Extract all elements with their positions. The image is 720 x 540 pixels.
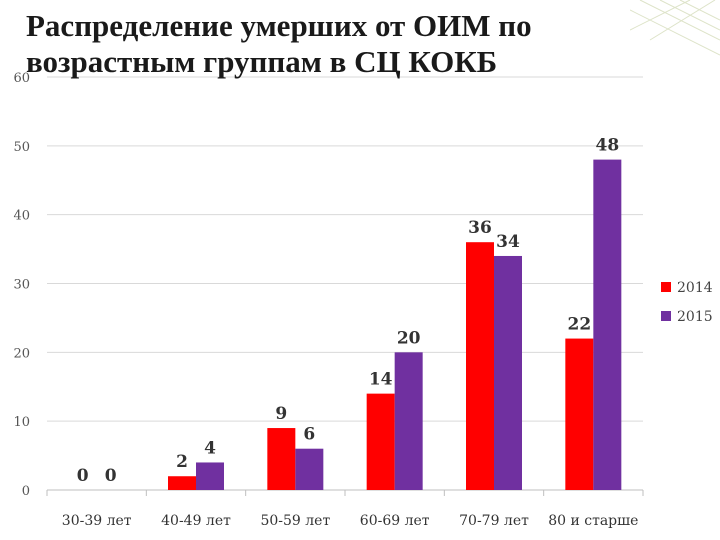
bar-2014 — [565, 338, 594, 490]
y-tick-label: 40 — [13, 209, 30, 224]
bars — [168, 159, 622, 490]
grid-lines — [46, 76, 644, 496]
legend-label: 2015 — [677, 309, 713, 325]
bar-2015 — [494, 255, 522, 490]
data-label: 6 — [303, 425, 315, 445]
legend: 2014 2015 — [661, 280, 713, 325]
category-label: 40-49 лет — [161, 513, 231, 529]
bar-2014 — [168, 476, 196, 490]
bar-2015 — [295, 448, 324, 490]
y-axis-ticks: 0 10 20 30 40 50 60 — [13, 71, 30, 499]
legend-label: 2014 — [677, 280, 713, 296]
category-label: 50-59 лет — [260, 513, 330, 529]
data-label: 36 — [468, 218, 492, 238]
data-label: 34 — [496, 232, 520, 252]
slide-title: Распределение умерших от ОИМ по возрастн… — [26, 8, 532, 79]
bar-2015 — [593, 159, 622, 490]
data-label: 14 — [369, 370, 393, 390]
y-tick-label: 10 — [13, 415, 30, 430]
category-label: 70-79 лет — [459, 513, 529, 529]
category-label: 80 и старше — [548, 513, 638, 529]
bar-2015 — [394, 352, 423, 490]
x-axis-categories: 30-39 лет 40-49 лет 50-59 лет 60-69 лет 70-7… — [62, 513, 639, 529]
bar-2014 — [466, 242, 494, 490]
data-label: 20 — [397, 328, 421, 348]
y-tick-label: 50 — [13, 140, 30, 155]
data-label: 48 — [595, 136, 619, 156]
data-label: 0 — [77, 466, 89, 486]
data-label: 4 — [204, 438, 216, 458]
category-label: 30-39 лет — [62, 513, 132, 529]
y-tick-label: 60 — [13, 71, 30, 86]
y-tick-label: 30 — [13, 278, 30, 293]
data-label: 9 — [275, 404, 287, 424]
y-tick-label: 20 — [13, 346, 30, 361]
legend-swatch-2015 — [661, 311, 671, 321]
bar-2015 — [196, 462, 224, 490]
data-label: 0 — [105, 466, 117, 486]
bar-2014 — [267, 428, 296, 490]
y-tick-label: 0 — [22, 484, 30, 499]
category-label: 60-69 лет — [360, 513, 430, 529]
corner-decoration — [630, 0, 720, 56]
legend-swatch-2014 — [661, 282, 671, 292]
data-label: 22 — [567, 315, 591, 335]
bar-2014 — [366, 393, 395, 490]
data-label: 2 — [176, 452, 188, 472]
